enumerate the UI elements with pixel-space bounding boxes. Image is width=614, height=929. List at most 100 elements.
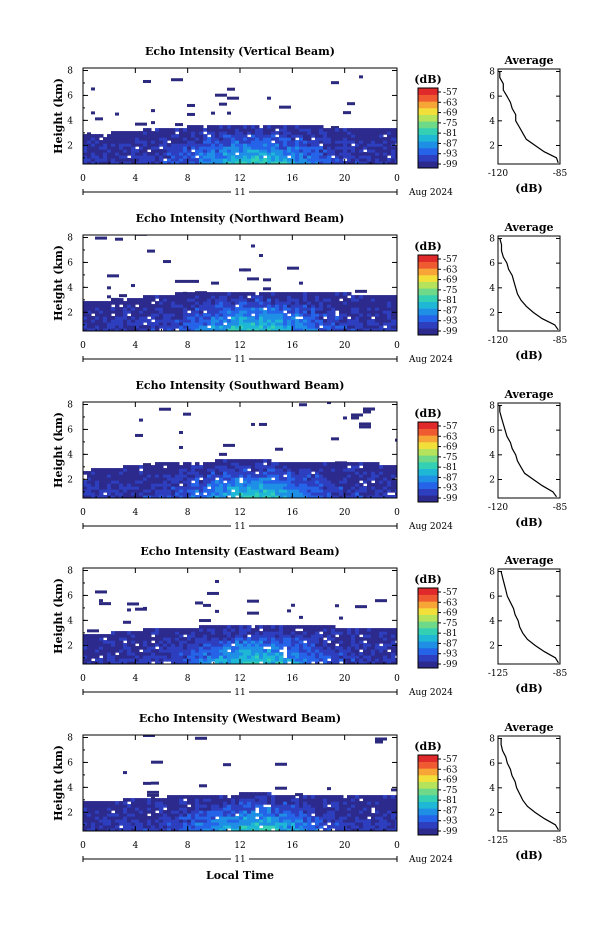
heatmap-cell [151, 825, 156, 829]
heatmap-cell [331, 486, 336, 490]
heatmap-cell [167, 146, 172, 150]
heatmap-cell [343, 652, 348, 656]
heatmap-cell [311, 328, 316, 331]
heatmap-cell [171, 477, 176, 481]
heatmap-cell [95, 477, 100, 481]
heatmap-cell [315, 798, 320, 802]
colorbar: (dB)-57-63-69-75-81-87-93-99 [414, 407, 457, 504]
heatmap-cell [143, 137, 148, 141]
heatmap-cell [331, 495, 336, 498]
heatmap-cell [167, 310, 172, 314]
heatmap-cell [267, 137, 272, 141]
heatmap-cell [119, 655, 124, 659]
heatmap-cell [183, 813, 188, 817]
heatmap-cell [355, 483, 360, 487]
heatmap-cell [215, 155, 220, 159]
heatmap-cell [339, 137, 344, 141]
heatmap-cell [95, 468, 100, 472]
heatmap-cell [131, 161, 136, 164]
heatmap-cell [179, 146, 184, 150]
heatmap-cell [299, 137, 304, 141]
y-axis-label: Height (km) [52, 578, 65, 654]
heatmap-cell [315, 489, 320, 493]
heatmap-cell [299, 281, 303, 285]
heatmap-cell [147, 158, 152, 162]
heatmap-cell [291, 155, 296, 159]
heatmap-cell [183, 822, 188, 826]
heatmap-cell [347, 649, 352, 653]
heatmap-cell [343, 134, 348, 138]
heatmap-cell [279, 319, 284, 323]
heatmap-cell [183, 131, 188, 135]
heatmap-cell [87, 629, 99, 633]
colorbar: (dB)-57-63-69-75-81-87-93-99 [414, 73, 457, 170]
heatmap-cell [395, 486, 397, 490]
colorbar-tick-label: -87 [443, 639, 458, 649]
heatmap-cell [391, 328, 396, 331]
heatmap-cell [331, 322, 336, 326]
heatmap-cell [267, 495, 272, 498]
heatmap-cell [251, 810, 256, 814]
heatmap-cell [239, 316, 244, 320]
heatmap-cell [135, 319, 140, 323]
heatmap-cell [159, 137, 164, 141]
heatmap-cell [91, 146, 96, 150]
heatmap-cell [191, 134, 196, 138]
heatmap-cell [115, 298, 120, 302]
heatmap-cell [167, 652, 172, 656]
heatmap-cell [143, 301, 148, 305]
heatmap-cell [175, 807, 180, 811]
heatmap-cell [311, 477, 316, 481]
heatmap-cell [227, 143, 232, 147]
heatmap-cell [107, 813, 112, 817]
heatmap-cell [247, 304, 252, 308]
heatmap-cell [279, 477, 284, 481]
heatmap-cell [147, 628, 152, 632]
heatmap-cell [263, 825, 268, 829]
heatmap-cell [335, 798, 340, 802]
heatmap-cell [159, 316, 164, 320]
heatmap-cell [223, 643, 228, 647]
heatmap-cell [211, 477, 216, 481]
heatmap-cell [159, 143, 164, 147]
heatmap-cell [147, 816, 152, 820]
heatmap-cell [379, 646, 384, 650]
heatmap-cell [219, 125, 224, 129]
heatmap-cell [243, 798, 248, 802]
heatmap-cell [235, 155, 240, 159]
heatmap-cell [243, 307, 248, 311]
heatmap-cell [223, 492, 228, 496]
heatmap-cell [123, 161, 128, 164]
heatmap-cell [351, 131, 356, 135]
heatmap-cell [331, 795, 336, 799]
heatmap-cell [187, 655, 192, 659]
heatmap-cell [139, 804, 144, 808]
heatmap-cell [367, 655, 372, 659]
heatmap-cell [103, 143, 108, 147]
heatmap-cell [191, 295, 196, 299]
heatmap-cell [203, 307, 208, 311]
heatmap-cell [243, 325, 248, 329]
date-label: Aug 2024 [408, 522, 453, 532]
heatmap-cell [215, 483, 220, 487]
heatmap-cell [139, 640, 144, 644]
heatmap-cell [239, 143, 244, 147]
heatmap-cell [239, 628, 244, 632]
heatmap-cell [159, 152, 164, 156]
heatmap-cell [183, 161, 188, 164]
heatmap-cell [139, 477, 144, 481]
heatmap-cell [263, 278, 271, 282]
heatmap-cell [159, 813, 164, 817]
heatmap-cell [295, 807, 300, 811]
heatmap-cell [207, 483, 212, 487]
heatmap-cell [327, 149, 332, 153]
heatmap-cell [363, 646, 368, 650]
heatmap-cell [143, 631, 148, 635]
heatmap-cell [255, 492, 260, 496]
heatmap-cell [223, 637, 228, 641]
heatmap-cell [387, 140, 392, 144]
heatmap-cell [231, 634, 236, 638]
heatmap-cell [171, 158, 176, 162]
heatmap-cell [103, 307, 108, 311]
heatmap-cell [119, 810, 124, 814]
